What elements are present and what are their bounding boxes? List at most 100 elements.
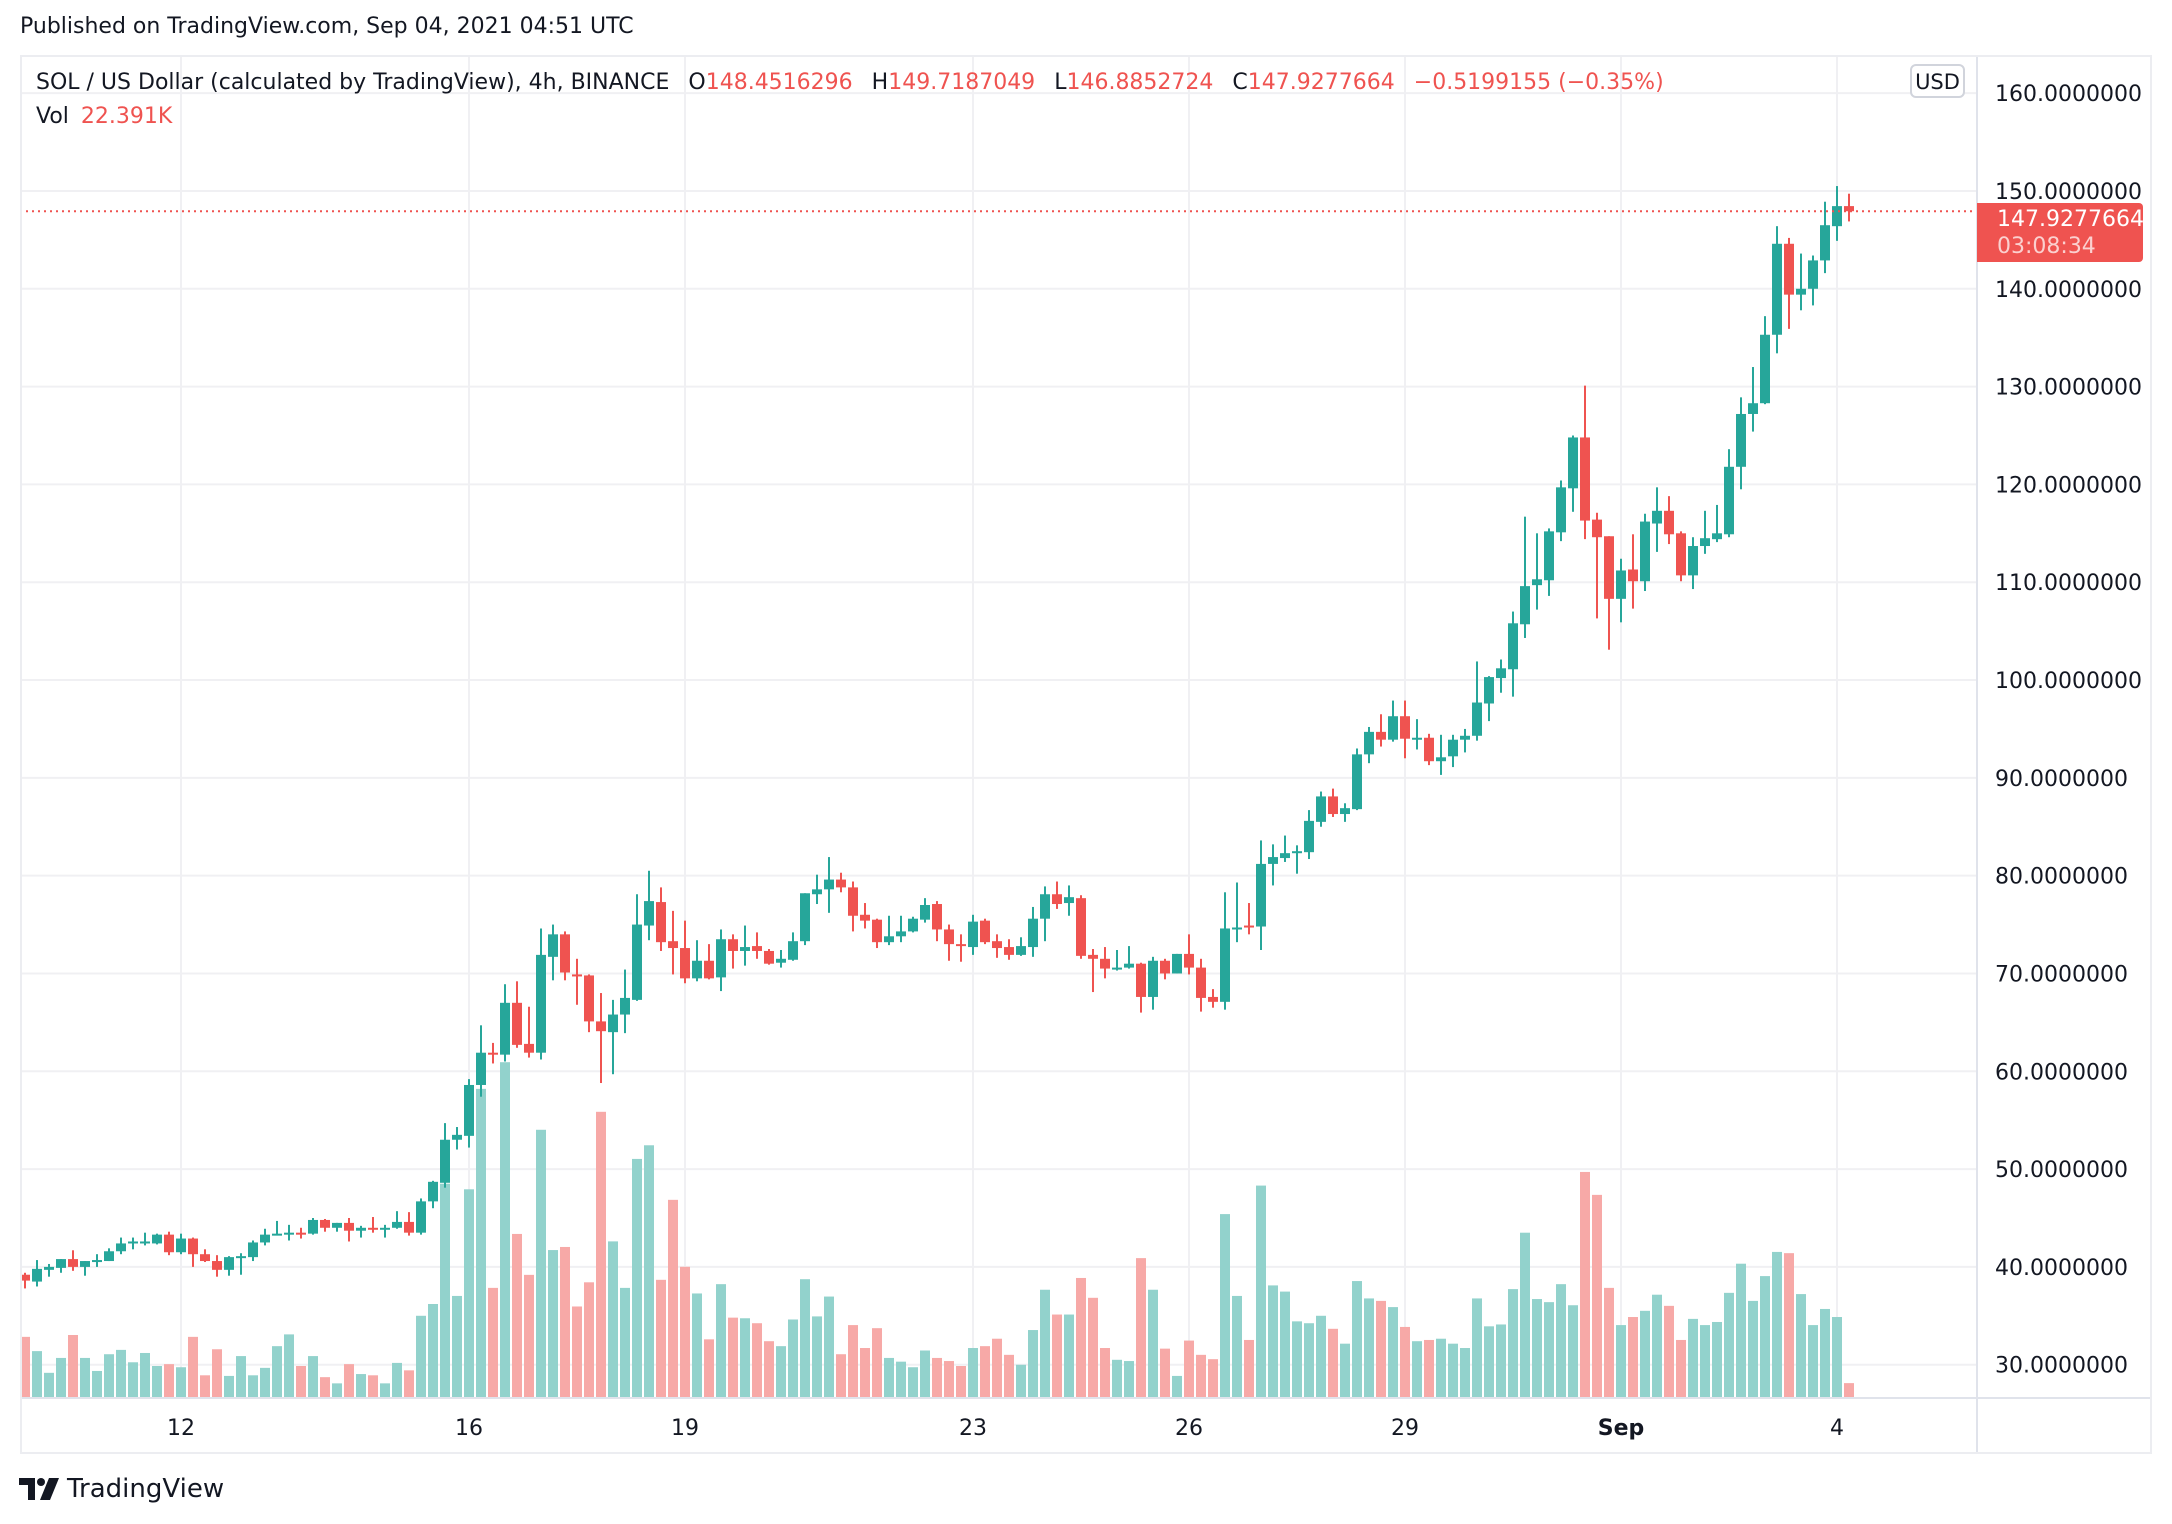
candle: [356, 1225, 366, 1238]
candle-body: [296, 1232, 306, 1235]
volume-bar: [632, 1158, 642, 1397]
candle: [128, 1237, 138, 1250]
volume-bar: [692, 1293, 702, 1397]
candle-body: [308, 1219, 318, 1234]
x-tick-label: 19: [671, 1416, 699, 1441]
candle: [320, 1218, 330, 1232]
candle-body: [1544, 531, 1554, 581]
candle: [560, 931, 570, 981]
candle: [1472, 661, 1482, 741]
candle: [284, 1224, 294, 1241]
volume-bar: [92, 1370, 102, 1397]
y-tick-label: 120.0000000: [1995, 473, 2142, 498]
candle: [1196, 958, 1206, 1012]
candle-body: [1400, 716, 1410, 739]
volume-bar: [1112, 1359, 1122, 1397]
volume-bar: [140, 1352, 150, 1397]
candle-body: [236, 1256, 246, 1259]
candle: [116, 1237, 126, 1255]
candle-body: [584, 975, 594, 1022]
candle: [1340, 803, 1350, 822]
candle-body: [740, 947, 750, 951]
high-label: H: [871, 70, 889, 95]
candle: [1736, 397, 1746, 490]
volume-bar: [1244, 1339, 1254, 1397]
candle: [1316, 791, 1326, 827]
tradingview-logo[interactable]: TradingView: [19, 1474, 224, 1504]
candle: [1076, 895, 1086, 959]
price-axis[interactable]: 30.0000000 40.0000000 50.0000000 60.0000000…: [1995, 82, 2142, 1379]
volume-bars: [20, 1062, 1854, 1397]
candle-body: [1136, 963, 1146, 997]
candle: [1172, 953, 1182, 974]
candle-body: [128, 1241, 138, 1244]
candle-body: [632, 924, 642, 1000]
candle: [584, 974, 594, 1033]
candle-body: [716, 939, 726, 978]
volume-bar: [428, 1304, 438, 1397]
low-label: L: [1054, 70, 1067, 95]
candle: [1124, 946, 1134, 969]
candle-body: [392, 1221, 402, 1228]
close-value: 147.9277664: [1247, 70, 1395, 95]
volume-bar: [1400, 1326, 1410, 1397]
candle: [1556, 480, 1566, 542]
candle: [920, 898, 930, 923]
candle: [1712, 504, 1722, 543]
volume-bar: [1604, 1287, 1614, 1397]
volume-bar: [1328, 1328, 1338, 1397]
candle-body: [1016, 946, 1026, 955]
volume-bar: [1544, 1302, 1554, 1397]
volume-bar: [1136, 1258, 1146, 1397]
volume-bar: [1712, 1321, 1722, 1397]
volume-bar: [416, 1315, 426, 1397]
candle-body: [1532, 579, 1542, 586]
candle-body: [1472, 702, 1482, 736]
volume-bar: [344, 1364, 354, 1397]
candle-body: [1700, 538, 1710, 547]
candle: [212, 1255, 222, 1277]
x-tick-label: 29: [1391, 1416, 1419, 1441]
candle-body: [104, 1251, 114, 1262]
candle-body: [968, 921, 978, 948]
candle-body: [1556, 487, 1566, 533]
candle: [224, 1256, 234, 1276]
volume-bar: [572, 1306, 582, 1397]
volume-bar: [716, 1284, 726, 1397]
time-axis[interactable]: 12 16 19 23 26 29 Sep 4: [167, 1416, 1844, 1441]
candle: [1148, 956, 1158, 1010]
candle: [56, 1259, 66, 1273]
close-label: C: [1232, 70, 1248, 95]
candle: [776, 949, 786, 968]
volume-bar: [1448, 1343, 1458, 1397]
volume-label[interactable]: Vol: [36, 104, 69, 129]
candle: [884, 915, 894, 946]
y-tick-label: 160.0000000: [1995, 82, 2142, 107]
volume-bar: [1556, 1284, 1566, 1397]
candle: [452, 1127, 462, 1150]
candle: [1652, 487, 1662, 552]
volume-bar: [1628, 1317, 1638, 1397]
volume-bar: [1352, 1281, 1362, 1397]
candle: [104, 1248, 114, 1262]
volume-bar: [1784, 1253, 1794, 1397]
currency-badge[interactable]: USD: [1910, 64, 1965, 98]
volume-bar: [128, 1362, 138, 1397]
candle-body: [956, 944, 966, 947]
volume-bar: [332, 1383, 342, 1397]
volume-bar: [1568, 1305, 1578, 1397]
candle-body: [1628, 569, 1638, 582]
candle: [536, 928, 546, 1060]
candle-body: [1292, 851, 1302, 854]
candle: [1844, 193, 1854, 222]
volume-bar: [872, 1328, 882, 1397]
volume-bar: [224, 1375, 234, 1397]
volume-bar: [500, 1062, 510, 1397]
symbol-title[interactable]: SOL / US Dollar (calculated by TradingVi…: [36, 70, 670, 95]
y-tick-label: 90.0000000: [1995, 767, 2128, 792]
candle: [956, 934, 966, 962]
candle-body: [1316, 796, 1326, 822]
candle-body: [1196, 967, 1206, 998]
volume-bar: [272, 1346, 282, 1397]
